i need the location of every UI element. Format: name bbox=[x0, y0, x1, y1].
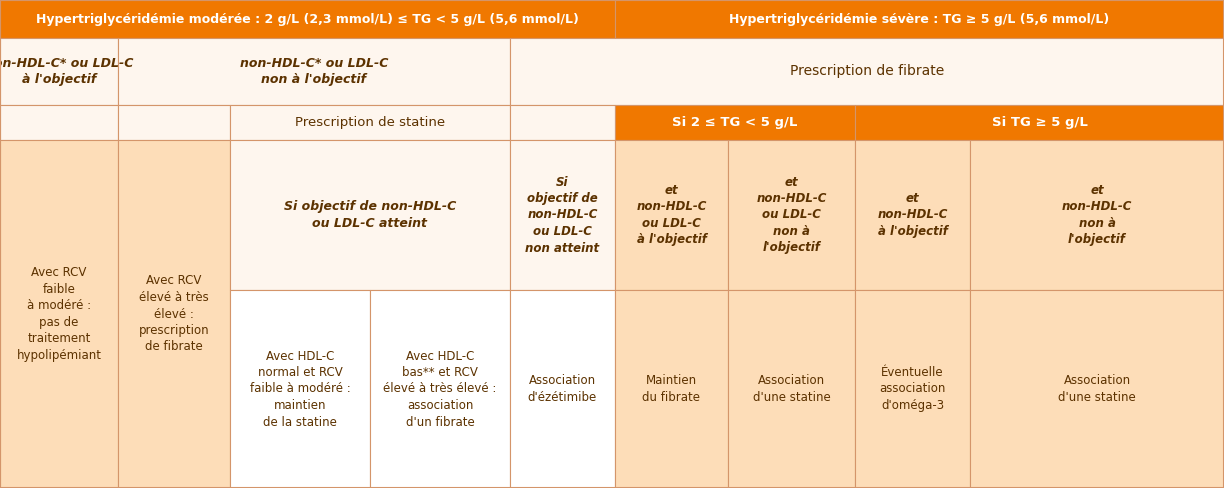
Text: Avec HDL-C
normal et RCV
faible à modéré :
maintien
de la statine: Avec HDL-C normal et RCV faible à modéré… bbox=[250, 349, 350, 428]
Text: Maintien
du fibrate: Maintien du fibrate bbox=[643, 374, 700, 404]
FancyBboxPatch shape bbox=[969, 140, 1224, 290]
FancyBboxPatch shape bbox=[0, 140, 118, 488]
Text: Avec RCV
élevé à très
élevé :
prescription
de fibrate: Avec RCV élevé à très élevé : prescripti… bbox=[138, 274, 209, 353]
FancyBboxPatch shape bbox=[969, 290, 1224, 488]
Text: Si 2 ≤ TG < 5 g/L: Si 2 ≤ TG < 5 g/L bbox=[672, 116, 798, 129]
Text: Éventuelle
association
d'oméga-3: Éventuelle association d'oméga-3 bbox=[879, 366, 946, 412]
Text: Prescription de fibrate: Prescription de fibrate bbox=[789, 64, 944, 79]
FancyBboxPatch shape bbox=[728, 140, 856, 290]
Text: et
non-HDL-C
non à
l'objectif: et non-HDL-C non à l'objectif bbox=[1061, 184, 1132, 246]
FancyBboxPatch shape bbox=[510, 140, 614, 290]
FancyBboxPatch shape bbox=[370, 290, 510, 488]
FancyBboxPatch shape bbox=[614, 140, 728, 290]
FancyBboxPatch shape bbox=[230, 105, 510, 140]
FancyBboxPatch shape bbox=[856, 140, 969, 290]
FancyBboxPatch shape bbox=[510, 38, 1224, 105]
FancyBboxPatch shape bbox=[614, 0, 1224, 38]
FancyBboxPatch shape bbox=[856, 105, 1224, 140]
Text: Hypertriglycéridémie sévère : TG ≥ 5 g/L (5,6 mmol/L): Hypertriglycéridémie sévère : TG ≥ 5 g/L… bbox=[730, 13, 1110, 25]
FancyBboxPatch shape bbox=[728, 290, 856, 488]
Text: Si TG ≥ 5 g/L: Si TG ≥ 5 g/L bbox=[991, 116, 1087, 129]
Text: Hypertriglycéridémie modérée : 2 g/L (2,3 mmol/L) ≤ TG < 5 g/L (5,6 mmol/L): Hypertriglycéridémie modérée : 2 g/L (2,… bbox=[35, 13, 579, 25]
FancyBboxPatch shape bbox=[856, 290, 969, 488]
Text: Association
d'une statine: Association d'une statine bbox=[753, 374, 830, 404]
FancyBboxPatch shape bbox=[510, 290, 614, 488]
Text: et
non-HDL-C
à l'objectif: et non-HDL-C à l'objectif bbox=[878, 192, 947, 238]
FancyBboxPatch shape bbox=[230, 140, 510, 290]
Text: Avec HDL-C
bas** et RCV
élevé à très élevé :
association
d'un fibrate: Avec HDL-C bas** et RCV élevé à très éle… bbox=[383, 349, 497, 428]
FancyBboxPatch shape bbox=[230, 290, 370, 488]
FancyBboxPatch shape bbox=[118, 105, 230, 140]
FancyBboxPatch shape bbox=[118, 38, 510, 105]
Text: Association
d'une statine: Association d'une statine bbox=[1058, 374, 1136, 404]
Text: et
non-HDL-C
ou LDL-C
non à
l'objectif: et non-HDL-C ou LDL-C non à l'objectif bbox=[756, 176, 826, 255]
Text: non-HDL-C* ou LDL-C
à l'objectif: non-HDL-C* ou LDL-C à l'objectif bbox=[0, 57, 133, 86]
FancyBboxPatch shape bbox=[0, 38, 118, 105]
FancyBboxPatch shape bbox=[118, 140, 230, 488]
FancyBboxPatch shape bbox=[0, 105, 118, 140]
FancyBboxPatch shape bbox=[614, 290, 728, 488]
FancyBboxPatch shape bbox=[510, 105, 614, 140]
Text: Prescription de statine: Prescription de statine bbox=[295, 116, 446, 129]
Text: Si
objectif de
non-HDL-C
ou LDL-C
non atteint: Si objectif de non-HDL-C ou LDL-C non at… bbox=[525, 176, 600, 255]
Text: Avec RCV
faible
à modéré :
pas de
traitement
hypolipémiant: Avec RCV faible à modéré : pas de traite… bbox=[16, 266, 102, 362]
Text: non-HDL-C* ou LDL-C
non à l'objectif: non-HDL-C* ou LDL-C non à l'objectif bbox=[240, 57, 388, 86]
FancyBboxPatch shape bbox=[0, 0, 614, 38]
Text: et
non-HDL-C
ou LDL-C
à l'objectif: et non-HDL-C ou LDL-C à l'objectif bbox=[636, 184, 706, 246]
Text: Si objectif de non-HDL-C
ou LDL-C atteint: Si objectif de non-HDL-C ou LDL-C attein… bbox=[284, 200, 457, 230]
FancyBboxPatch shape bbox=[614, 105, 856, 140]
Text: Association
d'ézétimibe: Association d'ézétimibe bbox=[528, 374, 597, 404]
